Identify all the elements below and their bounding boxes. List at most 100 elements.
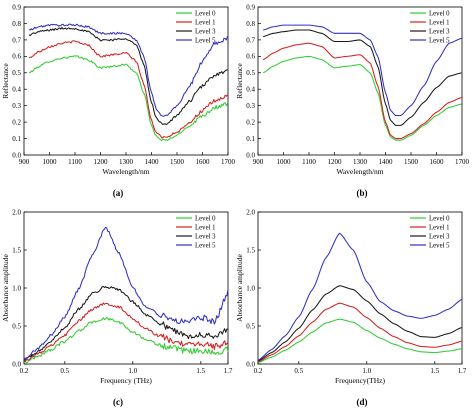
legend-entry-label: Level 3 xyxy=(195,234,216,241)
series-line-level-0 xyxy=(23,317,229,364)
x-tick-label: 0.2 xyxy=(20,367,29,375)
y-tick-label: 0.5 xyxy=(246,69,255,77)
series-line-level-5 xyxy=(28,23,228,117)
y-axis-title: Absorbance amplitude xyxy=(1,253,10,321)
y-tick-label: 0.7 xyxy=(12,36,21,44)
y-axis-title: Absorbance amplitude xyxy=(235,253,244,321)
y-tick-label: 0.5 xyxy=(12,69,21,77)
x-tick-label: 1700 xyxy=(455,158,470,166)
x-axis-title: Wavelength/nm xyxy=(102,167,149,176)
legend-entry-label: Level 1 xyxy=(195,225,216,232)
series-line-level-0 xyxy=(262,55,462,141)
panel-d: 0.2 0.5 1.0 1.5 1.7 0.0 0.5 1.0 1.5 2.0 Frequency(… xyxy=(235,208,467,407)
x-tick-label: 1200 xyxy=(94,158,109,166)
x-tick-label: 0.5 xyxy=(294,367,303,375)
y-tick-label: 0.0 xyxy=(246,151,255,159)
y-tick-label: 0.1 xyxy=(12,135,21,143)
y-tick-label: 0.7 xyxy=(246,36,255,44)
x-tick-label: 1.0 xyxy=(128,367,137,375)
series-line-level-0 xyxy=(29,55,228,142)
x-tick-label: 1600 xyxy=(196,158,211,166)
panel-label: (d) xyxy=(357,397,368,407)
legend-entry-label: Level 3 xyxy=(195,29,216,36)
panel-label: (a) xyxy=(113,188,124,198)
series-line-level-5 xyxy=(23,226,229,360)
series-line-level-0 xyxy=(257,318,463,363)
y-tick-label: 0.5 xyxy=(246,322,255,330)
panel-c: 0.2 0.5 1.0 1.5 1.7 0.0 0.5 1.0 1.5 2.0 Frequency … xyxy=(1,208,233,407)
legend-entry-label: Level 5 xyxy=(195,243,216,250)
y-tick-label: 0.0 xyxy=(246,360,255,368)
y-tick-label: 0.9 xyxy=(246,3,255,11)
legend-entry-label: Level 5 xyxy=(429,38,450,45)
x-tick-label: 1300 xyxy=(119,158,134,166)
x-axis-title: Wavelength/nm xyxy=(336,167,383,176)
y-tick-label: 0.6 xyxy=(12,53,21,61)
x-tick-label: 1300 xyxy=(353,158,368,166)
series-line-level-3 xyxy=(257,285,463,362)
panel-label: (b) xyxy=(357,188,368,198)
y-tick-label: 0.2 xyxy=(246,119,255,127)
x-axis-title: Frequency(THz) xyxy=(335,376,385,385)
y-tick-label: 0.2 xyxy=(12,119,21,127)
x-tick-label: 0.2 xyxy=(254,367,263,375)
x-tick-label: 1500 xyxy=(170,158,185,166)
x-tick-label: 1100 xyxy=(302,158,316,166)
legend-entry-label: Level 1 xyxy=(195,20,216,27)
x-tick-label: 1.0 xyxy=(362,367,371,375)
x-tick-label: 1100 xyxy=(68,158,82,166)
panel-label: (c) xyxy=(113,397,123,407)
y-tick-label: 1.0 xyxy=(246,284,255,292)
series-line-level-1 xyxy=(23,302,229,363)
y-tick-label: 0.9 xyxy=(12,3,21,11)
x-tick-label: 1000 xyxy=(43,158,58,166)
panel-b: 900 1000 1100 1200 1300 1400 1500 1600 1700 0.0 0.… xyxy=(235,3,470,198)
legend-entry-label: Level 5 xyxy=(429,243,450,250)
y-tick-label: 0.8 xyxy=(12,20,21,28)
y-tick-label: 1.0 xyxy=(12,284,21,292)
legend-entry-label: Level 1 xyxy=(429,20,450,27)
x-tick-label: 900 xyxy=(19,158,30,166)
y-tick-label: 0.1 xyxy=(246,135,255,143)
y-tick-label: 0.3 xyxy=(12,102,21,110)
y-tick-label: 0.0 xyxy=(12,360,21,368)
series-line-level-5 xyxy=(257,232,463,361)
x-tick-label: 1.7 xyxy=(458,367,467,375)
x-tick-label: 1400 xyxy=(145,158,160,166)
series-line-level-3 xyxy=(28,26,228,126)
x-tick-label: 900 xyxy=(253,158,264,166)
y-tick-label: 0.6 xyxy=(246,53,255,61)
legend-entry-label: Level 1 xyxy=(429,225,450,232)
x-tick-label: 1.7 xyxy=(224,367,233,375)
legend-entry-label: Level 5 xyxy=(195,38,216,45)
x-axis-title: Frequency (THz) xyxy=(100,376,152,385)
y-axis-title: Reflectance xyxy=(1,63,10,99)
y-tick-label: 0.8 xyxy=(246,20,255,28)
x-tick-label: 1200 xyxy=(328,158,343,166)
x-tick-label: 1600 xyxy=(430,158,445,166)
series-line-level-1 xyxy=(257,302,463,363)
y-axis-title: Reflectance xyxy=(235,63,244,99)
y-tick-label: 0.5 xyxy=(12,322,21,330)
legend-entry-label: Level 0 xyxy=(195,11,216,18)
x-tick-label: 1400 xyxy=(379,158,394,166)
legend-entry-label: Level 0 xyxy=(195,216,216,223)
x-tick-label: 0.5 xyxy=(60,367,69,375)
series-line-level-1 xyxy=(28,40,228,139)
legend-entry-label: Level 3 xyxy=(429,29,450,36)
series-line-level-3 xyxy=(262,29,462,126)
y-tick-label: 2.0 xyxy=(246,208,255,216)
y-tick-label: 0.4 xyxy=(246,86,255,94)
y-tick-label: 2.0 xyxy=(12,208,21,216)
legend-entry-label: Level 0 xyxy=(429,216,450,223)
panel-a: 900 1000 1100 1200 1300 1400 1500 1600 1700 0.0 0.… xyxy=(1,3,236,198)
series-line-level-5 xyxy=(262,24,462,117)
series-line-level-3 xyxy=(23,286,229,361)
x-tick-label: 1500 xyxy=(404,158,419,166)
y-tick-label: 0.0 xyxy=(12,151,21,159)
x-tick-label: 1.5 xyxy=(430,367,439,375)
x-tick-label: 1700 xyxy=(221,158,236,166)
y-tick-label: 1.5 xyxy=(246,246,255,254)
series-line-level-1 xyxy=(262,42,462,140)
